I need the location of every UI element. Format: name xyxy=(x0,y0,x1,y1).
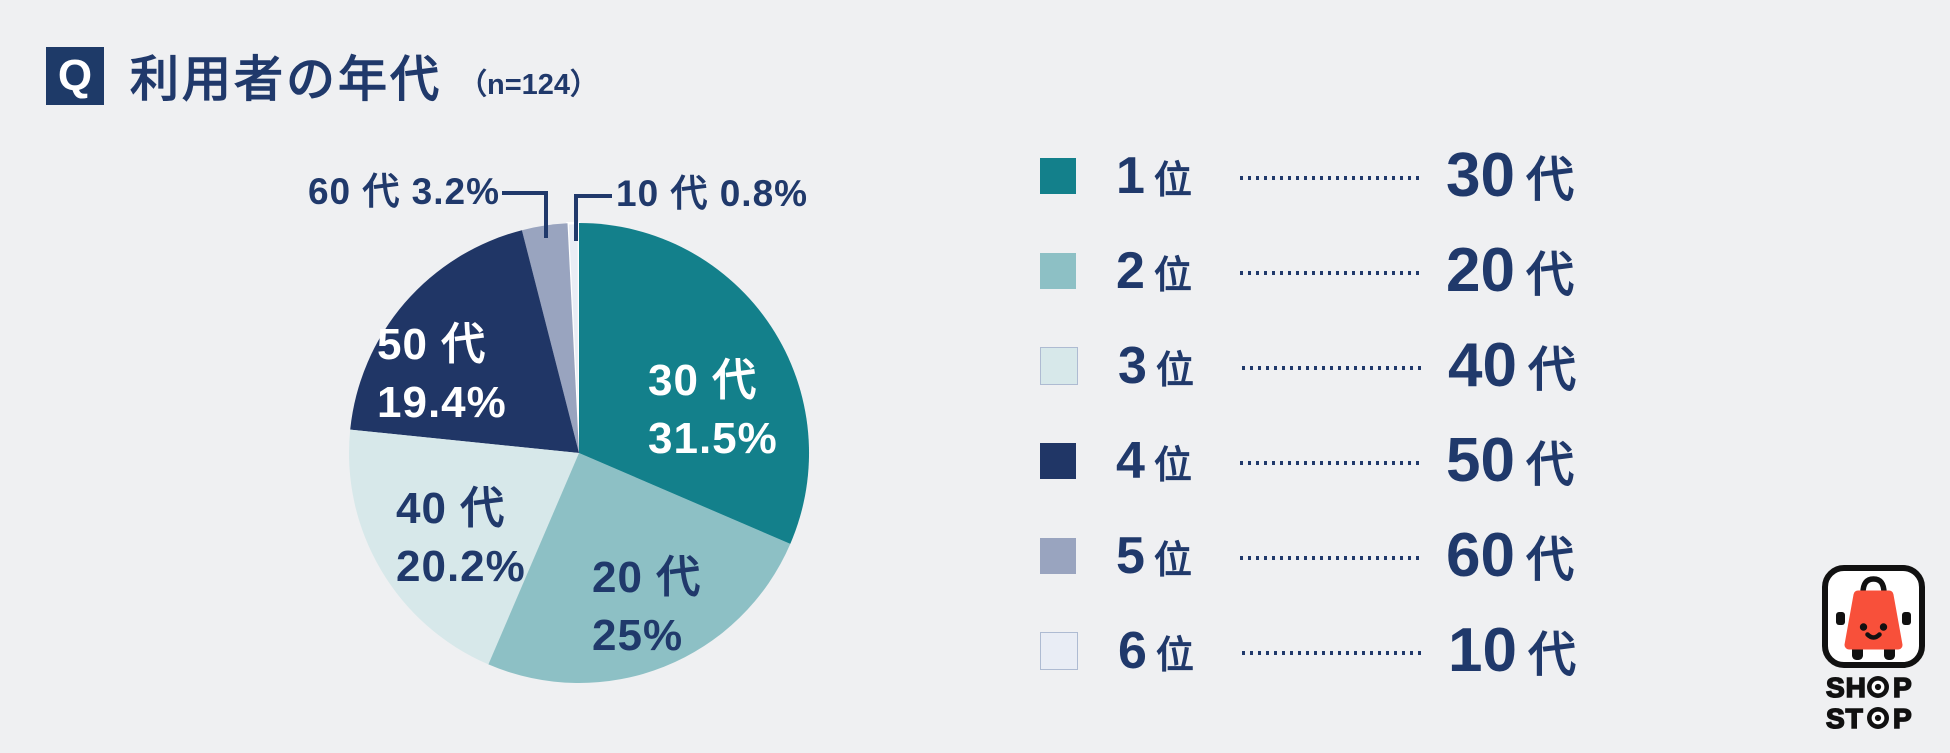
legend-row: 4 位 50 代 xyxy=(1040,413,1640,508)
legend-answer-suffix: 代 xyxy=(1525,249,1574,302)
question-badge: Q xyxy=(46,46,104,105)
legend-swatch xyxy=(1040,442,1076,479)
legend-row: 1 位 30 代 xyxy=(1040,128,1640,223)
dotted-leader-line xyxy=(1240,175,1422,180)
legend-answer-suffix: 代 xyxy=(1527,344,1576,397)
legend-rank-number: 3 xyxy=(1118,336,1147,395)
dotted-leader-line xyxy=(1242,650,1424,655)
legend-answer-number: 60 xyxy=(1446,521,1515,590)
pie-slice-label-50代: 50 代 19.4% xyxy=(377,320,507,427)
svg-text:P: P xyxy=(1893,672,1913,703)
legend-answer-suffix: 代 xyxy=(1525,154,1574,207)
dotted-leader-line xyxy=(1240,270,1422,275)
svg-text:ST: ST xyxy=(1826,703,1864,734)
legend-answer: 20 代 xyxy=(1446,235,1574,306)
legend-rank: 4 位 xyxy=(1116,431,1240,491)
legend-answer-number: 40 xyxy=(1448,331,1517,400)
callout-line-60s xyxy=(502,191,548,238)
legend-rank-suffix: 位 xyxy=(1153,539,1192,582)
legend-rank-suffix: 位 xyxy=(1155,349,1194,392)
legend-rank: 1 位 xyxy=(1116,146,1240,206)
pie-slice-20代 xyxy=(488,453,791,684)
legend-rank: 6 位 xyxy=(1118,621,1242,681)
svg-text:SH: SH xyxy=(1826,672,1867,703)
pie-slice-label-40代: 40 代 20.2% xyxy=(396,484,526,591)
wheel-o-icon xyxy=(1867,676,1889,698)
legend-rank-number: 6 xyxy=(1118,621,1147,680)
legend-answer-number: 10 xyxy=(1448,616,1517,685)
car-bag-icon xyxy=(1836,576,1911,660)
legend-swatch xyxy=(1040,157,1076,194)
logo-wordmark: SH P ST P xyxy=(1825,671,1913,735)
legend-answer: 30 代 xyxy=(1446,140,1574,211)
legend-swatch xyxy=(1040,252,1076,289)
callout-label-60s: 60 代 3.2% xyxy=(307,171,500,212)
legend-swatch xyxy=(1040,537,1076,574)
callout-label-10s: 10 代 0.8% xyxy=(616,173,809,214)
legend-rank-suffix: 位 xyxy=(1153,444,1192,487)
legend-answer: 60 代 xyxy=(1446,520,1574,591)
legend-answer: 10 代 xyxy=(1448,615,1576,686)
legend-rank-suffix: 位 xyxy=(1155,634,1194,677)
pie-slice-60代 xyxy=(521,223,579,453)
legend-answer-suffix: 代 xyxy=(1525,534,1574,587)
legend-rank-number: 5 xyxy=(1116,526,1145,585)
pie-slice-10代 xyxy=(566,221,581,454)
legend-row: 5 位 60 代 xyxy=(1040,508,1640,603)
legend-answer-number: 30 xyxy=(1446,141,1515,210)
legend-answer-number: 50 xyxy=(1446,426,1515,495)
legend-swatch xyxy=(1040,346,1078,385)
legend-rank-number: 4 xyxy=(1116,431,1145,490)
pie-slice-40代 xyxy=(349,429,579,665)
legend-row: 6 位 10 代 xyxy=(1040,603,1640,698)
legend-rank-suffix: 位 xyxy=(1153,159,1192,202)
legend-rank-number: 2 xyxy=(1116,241,1145,300)
legend-rank-number: 1 xyxy=(1116,146,1145,205)
legend-row: 2 位 20 代 xyxy=(1040,223,1640,318)
page-title: 利用者の年代 xyxy=(130,53,443,107)
legend-answer-suffix: 代 xyxy=(1527,629,1576,682)
pie-slice-label-30代: 30 代 31.5% xyxy=(648,356,778,463)
pie-slice-label-20代: 20 代 25% xyxy=(592,553,702,660)
legend-answer: 50 代 xyxy=(1446,425,1574,496)
dotted-leader-line xyxy=(1240,460,1422,465)
dotted-leader-line xyxy=(1242,365,1424,370)
dotted-leader-line xyxy=(1240,555,1422,560)
legend-row: 3 位 40 代 xyxy=(1040,318,1640,413)
legend-rank-suffix: 位 xyxy=(1153,254,1192,297)
svg-text:P: P xyxy=(1893,703,1913,734)
legend-answer: 40 代 xyxy=(1448,330,1576,401)
wheel-o-icon xyxy=(1867,707,1889,729)
legend-swatch xyxy=(1040,631,1078,670)
legend-rank: 3 位 xyxy=(1118,336,1242,396)
legend-answer-suffix: 代 xyxy=(1525,439,1574,492)
ranking-legend: 1 位 30 代 2 位 20 代 3 位 40 代 xyxy=(1040,128,1640,698)
header: Q 利用者の年代 （n=124） xyxy=(46,40,599,111)
pie-slice-50代 xyxy=(350,230,579,453)
sample-size: （n=124） xyxy=(458,68,600,101)
shopstop-logo: SH P ST P xyxy=(1822,565,1925,735)
legend-answer-number: 20 xyxy=(1446,236,1515,305)
callout-line-10s xyxy=(574,194,612,241)
legend-rank: 2 位 xyxy=(1116,241,1240,301)
legend-rank: 5 位 xyxy=(1116,526,1240,586)
pie-slice-30代 xyxy=(579,223,810,544)
